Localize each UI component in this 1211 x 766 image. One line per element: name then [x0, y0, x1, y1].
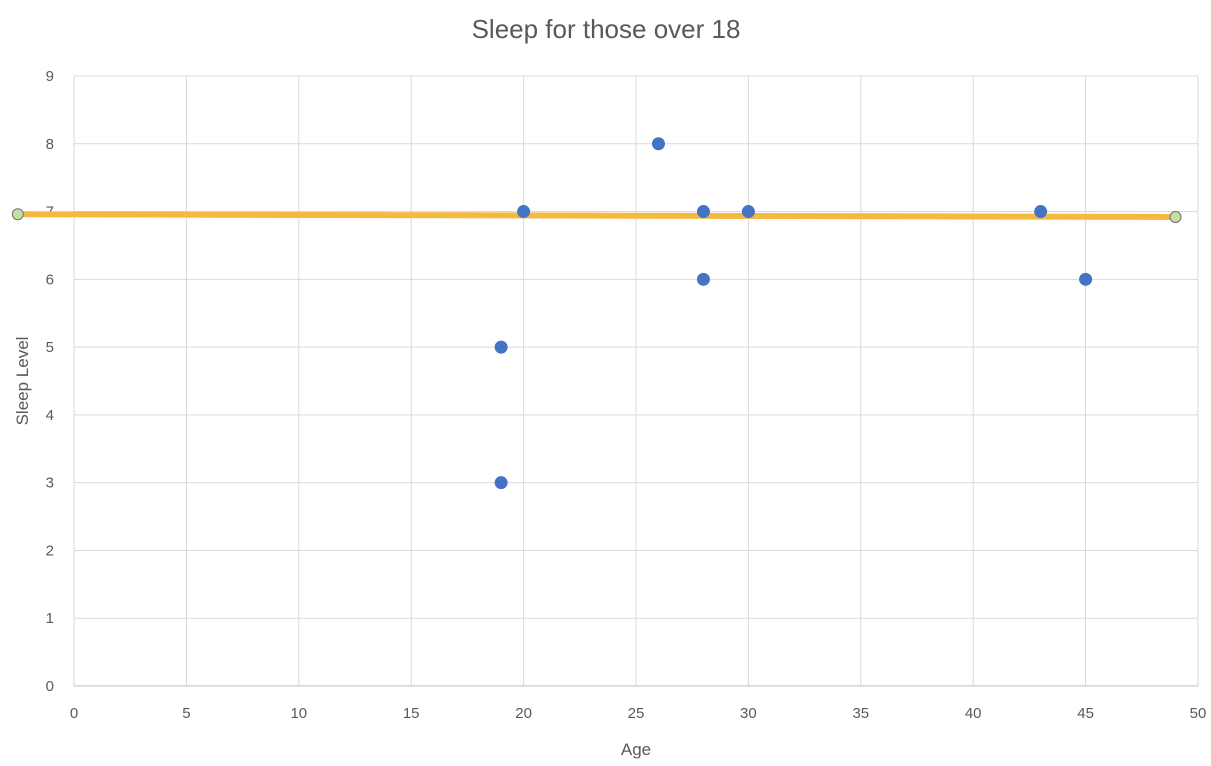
data-point — [1034, 205, 1048, 219]
y-tick-label: 4 — [46, 407, 54, 424]
y-axis-title: Sleep Level — [13, 337, 32, 426]
y-tick-label: 2 — [46, 542, 54, 559]
data-point — [696, 272, 710, 286]
x-axis-title: Age — [621, 740, 651, 759]
tick-labels: 051015202530354045500123456789 — [46, 68, 1207, 722]
y-tick-label: 9 — [46, 68, 54, 85]
y-tick-label: 5 — [46, 339, 54, 356]
y-tick-label: 3 — [46, 475, 54, 492]
x-tick-label: 50 — [1190, 705, 1207, 722]
y-tick-label: 6 — [46, 271, 54, 288]
x-tick-label: 5 — [182, 705, 190, 722]
trendline-handle[interactable] — [11, 208, 24, 221]
data-point — [517, 205, 531, 219]
data-point — [741, 205, 755, 219]
x-tick-label: 35 — [852, 705, 869, 722]
chart-title: Sleep for those over 18 — [472, 14, 741, 44]
grid — [73, 75, 1199, 687]
x-tick-label: 45 — [1077, 705, 1094, 722]
data-point — [651, 137, 665, 151]
x-tick-label: 0 — [70, 705, 78, 722]
trendline — [14, 211, 1179, 220]
data-point — [696, 205, 710, 219]
x-tick-label: 10 — [290, 705, 307, 722]
data-point — [494, 476, 508, 490]
data-points — [494, 137, 1093, 490]
trendline-handle[interactable] — [1169, 210, 1182, 223]
y-tick-label: 8 — [46, 136, 54, 153]
x-tick-label: 40 — [965, 705, 982, 722]
x-tick-label: 30 — [740, 705, 757, 722]
x-tick-label: 25 — [628, 705, 645, 722]
data-point — [1079, 272, 1093, 286]
y-tick-label: 1 — [46, 610, 54, 627]
data-point — [494, 340, 508, 354]
trendline-group — [11, 208, 1182, 223]
x-tick-label: 15 — [403, 705, 420, 722]
x-tick-label: 20 — [515, 705, 532, 722]
y-tick-label: 0 — [46, 678, 54, 695]
